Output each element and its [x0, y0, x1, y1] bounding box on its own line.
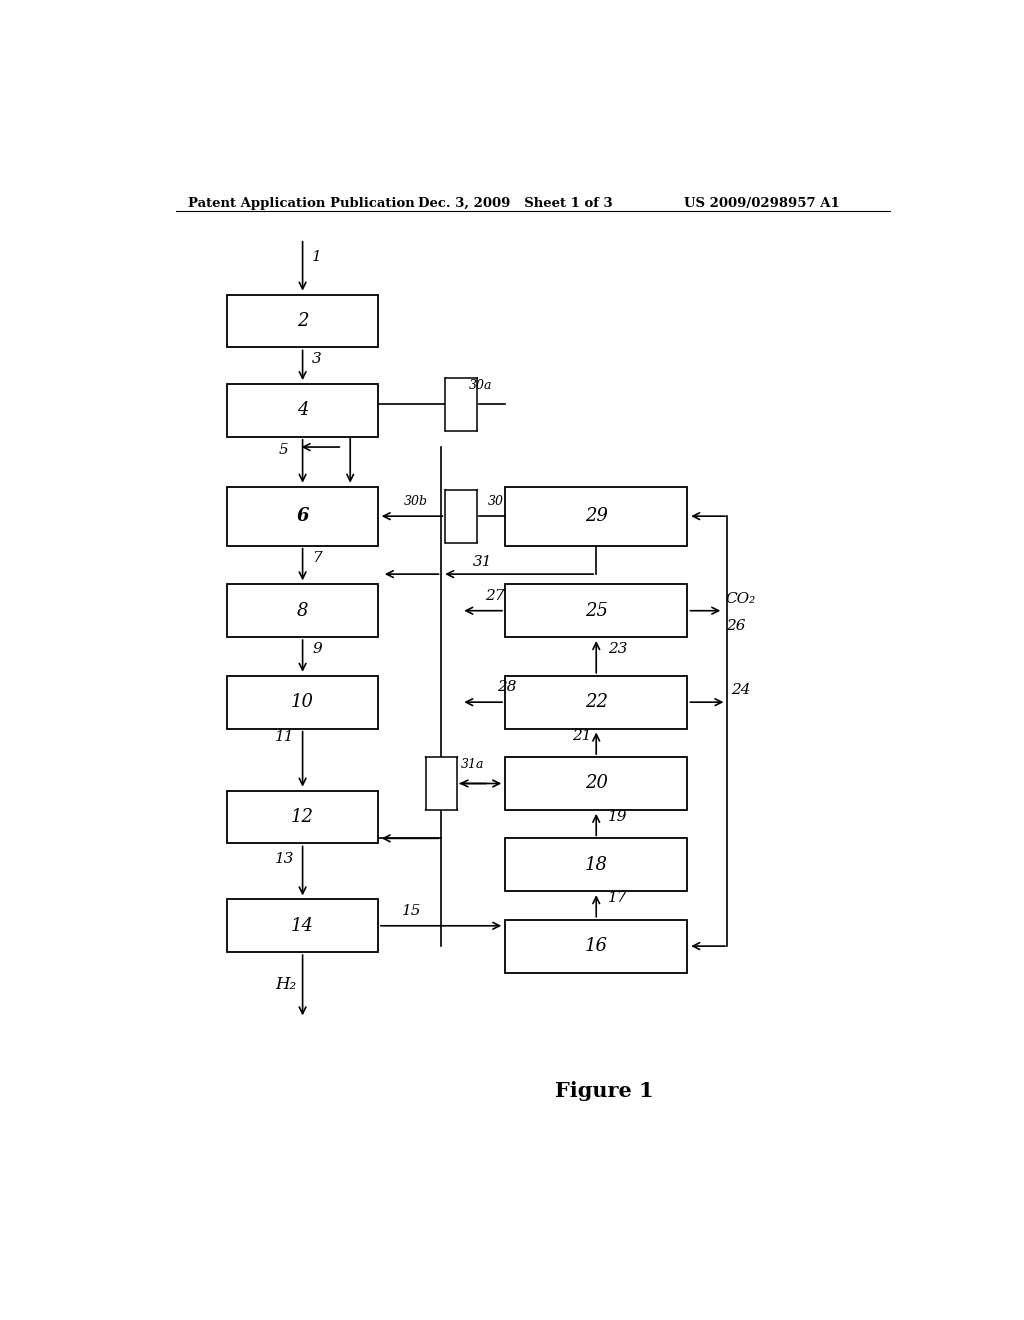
Bar	[227, 676, 378, 729]
Text: 3: 3	[312, 351, 322, 366]
Bar	[227, 487, 378, 545]
Text: 21: 21	[572, 729, 592, 743]
Bar	[505, 585, 687, 638]
Bar	[227, 899, 378, 952]
Text: 13: 13	[274, 853, 294, 866]
Bar	[505, 676, 687, 729]
Bar	[227, 384, 378, 437]
Text: 30: 30	[487, 495, 504, 508]
Text: 18: 18	[585, 855, 607, 874]
Text: 2: 2	[297, 312, 308, 330]
Text: US 2009/0298957 A1: US 2009/0298957 A1	[684, 197, 840, 210]
Text: 24: 24	[731, 682, 751, 697]
Text: 6: 6	[296, 507, 309, 525]
Bar	[505, 758, 687, 810]
Bar	[505, 838, 687, 891]
Text: 16: 16	[585, 937, 607, 956]
Bar	[227, 585, 378, 638]
Text: 9: 9	[312, 643, 322, 656]
Text: 1: 1	[312, 249, 322, 264]
Bar	[227, 791, 378, 843]
Text: 28: 28	[497, 680, 516, 694]
Text: 19: 19	[608, 810, 628, 824]
Text: 7: 7	[312, 550, 322, 565]
Text: 12: 12	[291, 808, 314, 826]
Text: 29: 29	[585, 507, 607, 525]
Bar	[445, 490, 477, 543]
Text: Figure 1: Figure 1	[555, 1081, 653, 1101]
Text: 30b: 30b	[404, 495, 428, 508]
Text: 26: 26	[726, 619, 745, 634]
Text: 5: 5	[279, 442, 289, 457]
Text: 23: 23	[608, 643, 628, 656]
Text: 31: 31	[473, 554, 493, 569]
Text: 10: 10	[291, 693, 314, 711]
Text: Patent Application Publication: Patent Application Publication	[187, 197, 415, 210]
Text: 31a: 31a	[462, 758, 484, 771]
Text: 25: 25	[585, 602, 607, 619]
Text: 15: 15	[401, 904, 421, 917]
Text: Dec. 3, 2009   Sheet 1 of 3: Dec. 3, 2009 Sheet 1 of 3	[418, 197, 612, 210]
Text: 20: 20	[585, 775, 607, 792]
Bar	[426, 758, 458, 810]
Text: 14: 14	[291, 917, 314, 935]
Bar	[445, 378, 477, 430]
Text: 8: 8	[297, 602, 308, 619]
Bar	[505, 487, 687, 545]
Text: CO₂: CO₂	[726, 591, 756, 606]
Text: 11: 11	[274, 730, 294, 744]
Text: 22: 22	[585, 693, 607, 711]
Bar	[227, 294, 378, 347]
Text: 17: 17	[608, 891, 628, 906]
Text: 30a: 30a	[469, 379, 493, 392]
Text: H₂: H₂	[274, 975, 296, 993]
Bar	[505, 920, 687, 973]
Text: 4: 4	[297, 401, 308, 420]
Text: 27: 27	[485, 589, 505, 602]
